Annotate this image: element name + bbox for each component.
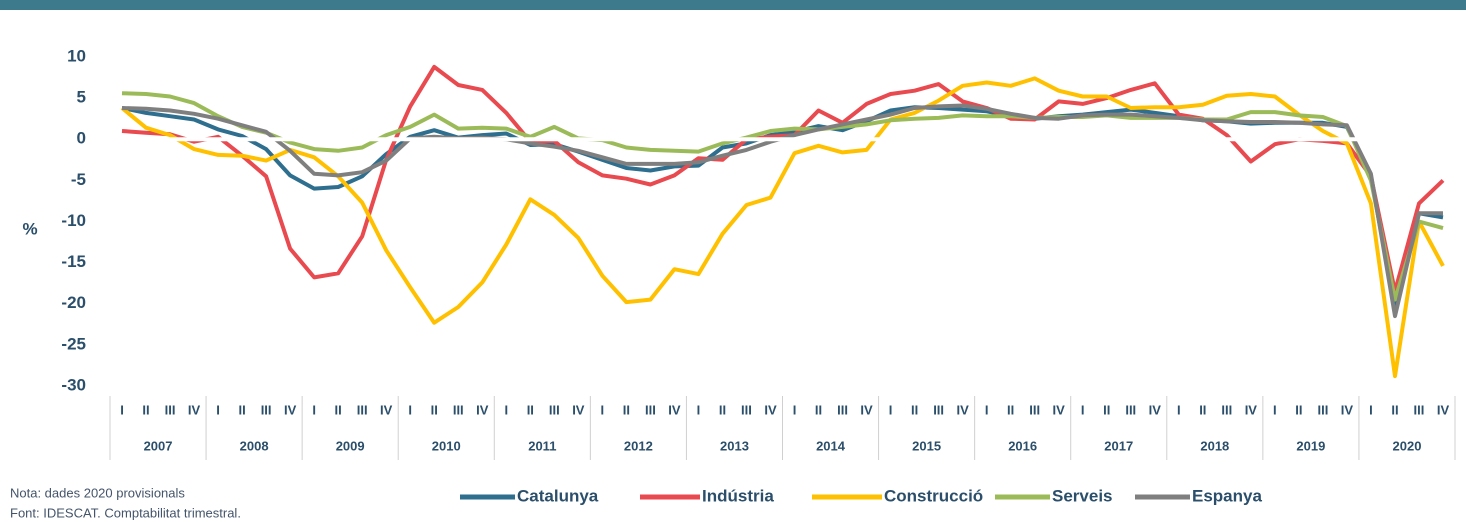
y-tick-label: -20: [61, 293, 86, 312]
year-label: 2009: [336, 438, 365, 453]
x-tick-label: I: [1177, 402, 1181, 417]
note: Nota: dades 2020 provisionals: [10, 485, 185, 500]
y-tick-label: 5: [77, 88, 86, 107]
x-tick-label: IV: [764, 402, 777, 417]
x-tick-label: III: [357, 402, 368, 417]
x-tick-label: IV: [188, 402, 201, 417]
x-tick-label: III: [1317, 402, 1328, 417]
year-label: 2007: [144, 438, 173, 453]
x-tick-label: IV: [572, 402, 585, 417]
x-tick-label: II: [238, 402, 245, 417]
x-tick-label: II: [911, 402, 918, 417]
series-line: [121, 103, 1443, 319]
y-tick-label: 10: [67, 46, 86, 65]
y-tick-label: -25: [61, 334, 86, 353]
year-label: 2018: [1200, 438, 1229, 453]
y-axis-label: %: [22, 219, 37, 238]
x-tick-label: II: [1295, 402, 1302, 417]
x-tick-label: II: [815, 402, 822, 417]
x-tick-label: III: [837, 402, 848, 417]
x-tick-label: III: [261, 402, 272, 417]
x-tick-label: III: [1221, 402, 1232, 417]
year-label: 2015: [912, 438, 941, 453]
legend-label: Espanya: [1192, 486, 1262, 505]
x-tick-label: III: [933, 402, 944, 417]
x-tick-label: I: [504, 402, 508, 417]
x-tick-label: IV: [380, 402, 393, 417]
x-tick-label: III: [1029, 402, 1040, 417]
x-tick-label: IV: [1437, 402, 1450, 417]
x-tick-label: I: [312, 402, 316, 417]
x-tick-label: II: [1007, 402, 1014, 417]
x-tick-label: I: [889, 402, 893, 417]
x-tick-label: III: [453, 402, 464, 417]
x-tick-label: IV: [284, 402, 297, 417]
x-tick-label: III: [645, 402, 656, 417]
year-label: 2010: [432, 438, 461, 453]
x-tick-label: I: [793, 402, 797, 417]
legend-label: Catalunya: [517, 486, 599, 505]
x-tick-label: I: [1369, 402, 1373, 417]
year-label: 2013: [720, 438, 749, 453]
series-line: [120, 76, 1445, 379]
year-label: 2008: [240, 438, 269, 453]
x-tick-label: II: [431, 402, 438, 417]
x-tick-label: I: [1081, 402, 1085, 417]
x-tick-label: II: [623, 402, 630, 417]
y-tick-label: -10: [61, 211, 86, 230]
y-tick-label: -5: [71, 170, 86, 189]
x-tick-label: II: [1103, 402, 1110, 417]
x-tick-label: I: [985, 402, 989, 417]
x-tick-label: IV: [1149, 402, 1162, 417]
year-label: 2014: [816, 438, 846, 453]
x-tick-label: III: [741, 402, 752, 417]
x-tick-label: IV: [668, 402, 681, 417]
x-tick-label: II: [142, 402, 149, 417]
x-tick-label: III: [549, 402, 560, 417]
x-tick-label: I: [120, 402, 124, 417]
x-tick-label: I: [697, 402, 701, 417]
year-label: 2012: [624, 438, 653, 453]
year-label: 2017: [1104, 438, 1133, 453]
x-tick-label: IV: [1341, 402, 1354, 417]
x-tick-label: I: [408, 402, 412, 417]
x-tick-label: II: [1199, 402, 1206, 417]
x-tick-label: III: [165, 402, 176, 417]
x-tick-label: IV: [860, 402, 873, 417]
x-tick-label: I: [1273, 402, 1277, 417]
year-label: 2016: [1008, 438, 1037, 453]
x-tick-label: III: [1125, 402, 1136, 417]
legend-label: Serveis: [1052, 486, 1113, 505]
x-tick-label: IV: [956, 402, 969, 417]
y-tick-label: -30: [61, 375, 86, 394]
y-tick-label: 0: [77, 129, 86, 148]
x-tick-label: II: [1391, 402, 1398, 417]
x-tick-label: IV: [1245, 402, 1258, 417]
y-tick-label: -15: [61, 252, 86, 271]
series-line: [121, 64, 1445, 294]
x-tick-label: III: [1414, 402, 1425, 417]
x-tick-label: IV: [476, 402, 489, 417]
x-tick-label: II: [335, 402, 342, 417]
year-label: 2019: [1296, 438, 1325, 453]
top-bar: [0, 0, 1466, 10]
year-label: 2011: [528, 438, 556, 453]
x-tick-label: IV: [1053, 402, 1066, 417]
legend-label: Indústria: [702, 486, 774, 505]
x-tick-label: I: [601, 402, 605, 417]
note: Font: IDESCAT. Comptabilitat trimestral.: [10, 505, 241, 520]
x-tick-label: I: [216, 402, 220, 417]
x-tick-label: II: [527, 402, 534, 417]
year-label: 2020: [1393, 438, 1422, 453]
x-tick-label: II: [719, 402, 726, 417]
legend-label: Construcció: [884, 486, 983, 505]
